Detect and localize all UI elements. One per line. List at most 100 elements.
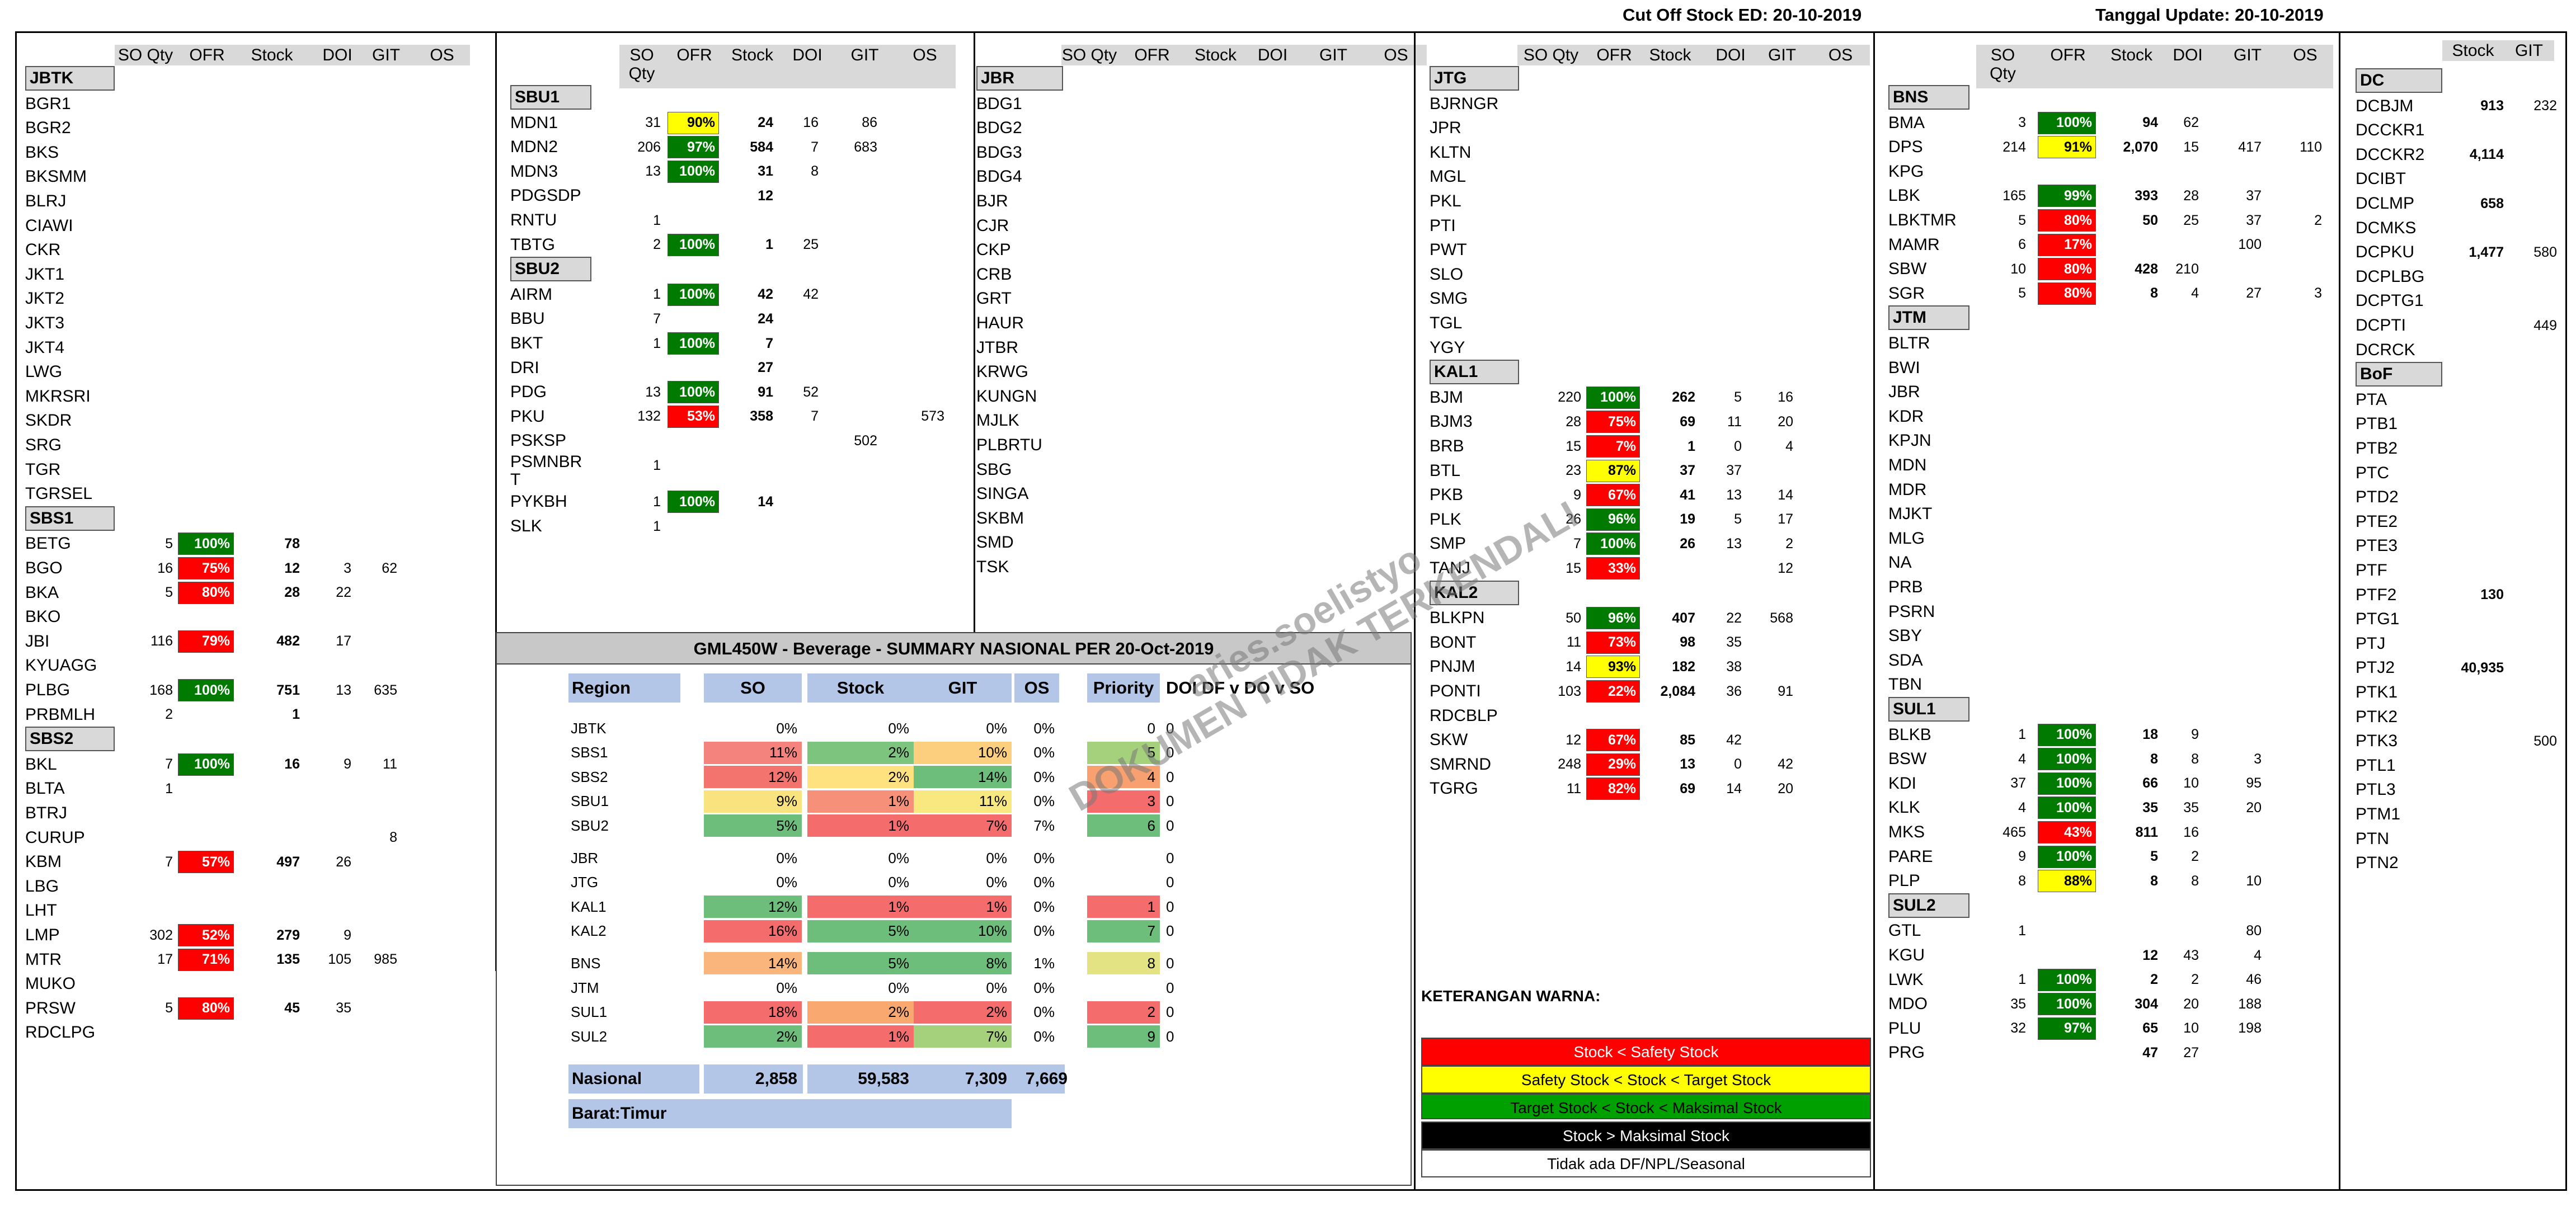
branch-row: SBY bbox=[1888, 624, 2333, 648]
branch-name: PKB bbox=[1430, 486, 1464, 505]
doi-value: 8 bbox=[2191, 751, 2199, 767]
branch-name: BLTA bbox=[25, 779, 65, 798]
summary-so: 11% bbox=[704, 741, 802, 764]
branch-name: TANJ bbox=[1430, 559, 1470, 577]
dc-name: PTE3 bbox=[2356, 536, 2398, 555]
ofr-cell: 100% bbox=[2038, 111, 2096, 134]
branch-name: PNJM bbox=[1430, 657, 1475, 676]
summary-git: 10% bbox=[914, 920, 1012, 943]
stock-value: 50 bbox=[2142, 212, 2158, 228]
branch-name: MLG bbox=[1888, 529, 1925, 548]
summary-st: 0% bbox=[888, 719, 909, 737]
branch-name: PKU bbox=[510, 407, 545, 426]
branch-row: PWT bbox=[1430, 238, 1870, 262]
so-qty: 13 bbox=[645, 163, 661, 180]
branch-name: BKA bbox=[25, 583, 59, 602]
branch-name: BWI bbox=[1888, 358, 1920, 377]
branch-row: JKT1 bbox=[25, 262, 470, 287]
stock-value: 8 bbox=[2150, 751, 2158, 767]
branch-row: JKT2 bbox=[25, 286, 470, 311]
branch-name: MDN1 bbox=[510, 113, 558, 132]
ofr-cell: 79% bbox=[178, 630, 234, 653]
summary-doi: 0 bbox=[1166, 744, 1174, 761]
dc-row: PTL1 bbox=[2356, 753, 2557, 778]
summary-header-so: SO bbox=[704, 673, 802, 703]
summary-table: GML450W - Beverage - SUMMARY NASIONAL PE… bbox=[496, 632, 1412, 1186]
doi-value: 27 bbox=[2183, 1044, 2199, 1061]
summary-os: 0% bbox=[1033, 898, 1055, 915]
stock-value: 78 bbox=[284, 535, 300, 552]
summary-os: 0% bbox=[1033, 849, 1055, 866]
branch-name: GTL bbox=[1888, 921, 1921, 940]
stock-value: 811 bbox=[2135, 824, 2158, 840]
dc-row: PTK1 bbox=[2356, 680, 2557, 705]
so-qty: 5 bbox=[165, 535, 173, 552]
git-value: 188 bbox=[2238, 996, 2262, 1012]
branch-name: TGRSEL bbox=[25, 484, 93, 503]
header-doi: DOI bbox=[792, 46, 822, 64]
branch-name: GRT bbox=[976, 289, 1012, 308]
ofr-cell: 93% bbox=[1586, 656, 1640, 678]
dc-row: DCCKR1 bbox=[2356, 118, 2557, 143]
stock-value: 28 bbox=[284, 585, 300, 601]
so-qty: 26 bbox=[1566, 511, 1581, 527]
branch-name: PLP bbox=[1888, 871, 1920, 890]
branch-row: LWK 1 100% 2 2 46 bbox=[1888, 968, 2333, 992]
branch-name: SDA bbox=[1888, 651, 1923, 670]
column-header: SO Qty OFR Stock DOI GIT OS bbox=[115, 45, 470, 65]
ofr-cell: 80% bbox=[178, 997, 234, 1020]
ofr-cell: 80% bbox=[178, 581, 234, 604]
branch-name: TBTG bbox=[510, 235, 555, 254]
so-qty: 14 bbox=[1566, 658, 1581, 675]
branch-row: BRB 15 7% 1 0 4 bbox=[1430, 434, 1870, 459]
so-qty: 15 bbox=[1566, 560, 1581, 576]
doi-value: 22 bbox=[336, 585, 351, 601]
dc-row: DCPLBG bbox=[2356, 265, 2557, 289]
branch-row: TANJ 15 33% 12 bbox=[1430, 556, 1870, 581]
so-qty: 1 bbox=[653, 212, 661, 228]
dc-name: PTE2 bbox=[2356, 512, 2398, 531]
branch-name: AIRM bbox=[510, 285, 552, 304]
branch-name: PSMNBR T bbox=[510, 453, 582, 489]
dc-row: PTF bbox=[2356, 558, 2557, 583]
branch-row: PARE 9 100% 5 2 bbox=[1888, 845, 2333, 869]
branch-name: KDR bbox=[1888, 407, 1924, 426]
header-doi: DOI bbox=[2173, 46, 2203, 64]
branch-row: GRT bbox=[976, 286, 1427, 311]
ofr-cell: 80% bbox=[2038, 209, 2096, 232]
stock-value: 16 bbox=[284, 756, 300, 772]
dc-row: PTG1 bbox=[2356, 607, 2557, 632]
column-header: SO Qty OFR Stock DOI GIT OS bbox=[619, 45, 956, 88]
summary-p: 2 bbox=[1087, 1001, 1160, 1024]
doi-value: 9 bbox=[344, 756, 351, 772]
ofr-cell: 80% bbox=[2038, 258, 2096, 281]
branch-name: MUKO bbox=[25, 974, 76, 993]
region-header-kal1: KAL1 bbox=[1430, 360, 1519, 385]
so-qty: 2 bbox=[165, 706, 173, 723]
summary-st: 1% bbox=[807, 896, 914, 918]
branch-row: SLK 1 bbox=[510, 514, 956, 539]
branch-row: PONTI 103 22% 2,084 36 91 bbox=[1430, 679, 1870, 704]
stock-value: 47 bbox=[2142, 1044, 2158, 1061]
ofr-cell: 33% bbox=[1586, 557, 1640, 579]
stock-value: 41 bbox=[1680, 487, 1695, 503]
stock-value: 130 bbox=[2480, 587, 2504, 603]
branch-row: TBN bbox=[1888, 672, 2333, 697]
region-header-sul2: SUL2 bbox=[1888, 893, 1969, 918]
summary-git: 7% bbox=[914, 1025, 1012, 1048]
branch-name: SKDR bbox=[25, 411, 72, 430]
branch-name: MDN2 bbox=[510, 138, 558, 157]
branch-row: BTL 23 87% 37 37 bbox=[1430, 459, 1870, 483]
header-doi: DOI bbox=[1257, 45, 1288, 64]
branch-name: BBU bbox=[510, 309, 545, 328]
branch-row: MDN bbox=[1888, 453, 2333, 478]
doi-value: 7 bbox=[811, 408, 819, 425]
stock-value: 4,114 bbox=[2469, 147, 2504, 163]
branch-row: PSMNBR T 1 bbox=[510, 453, 956, 489]
branch-row: KRWG bbox=[976, 360, 1427, 384]
branch-name: PTI bbox=[1430, 216, 1456, 235]
dc-name: PTF2 bbox=[2356, 585, 2397, 604]
header-os: OS bbox=[430, 45, 454, 64]
stock-value: 31 bbox=[758, 163, 773, 180]
branch-row: SMD bbox=[976, 530, 1427, 555]
